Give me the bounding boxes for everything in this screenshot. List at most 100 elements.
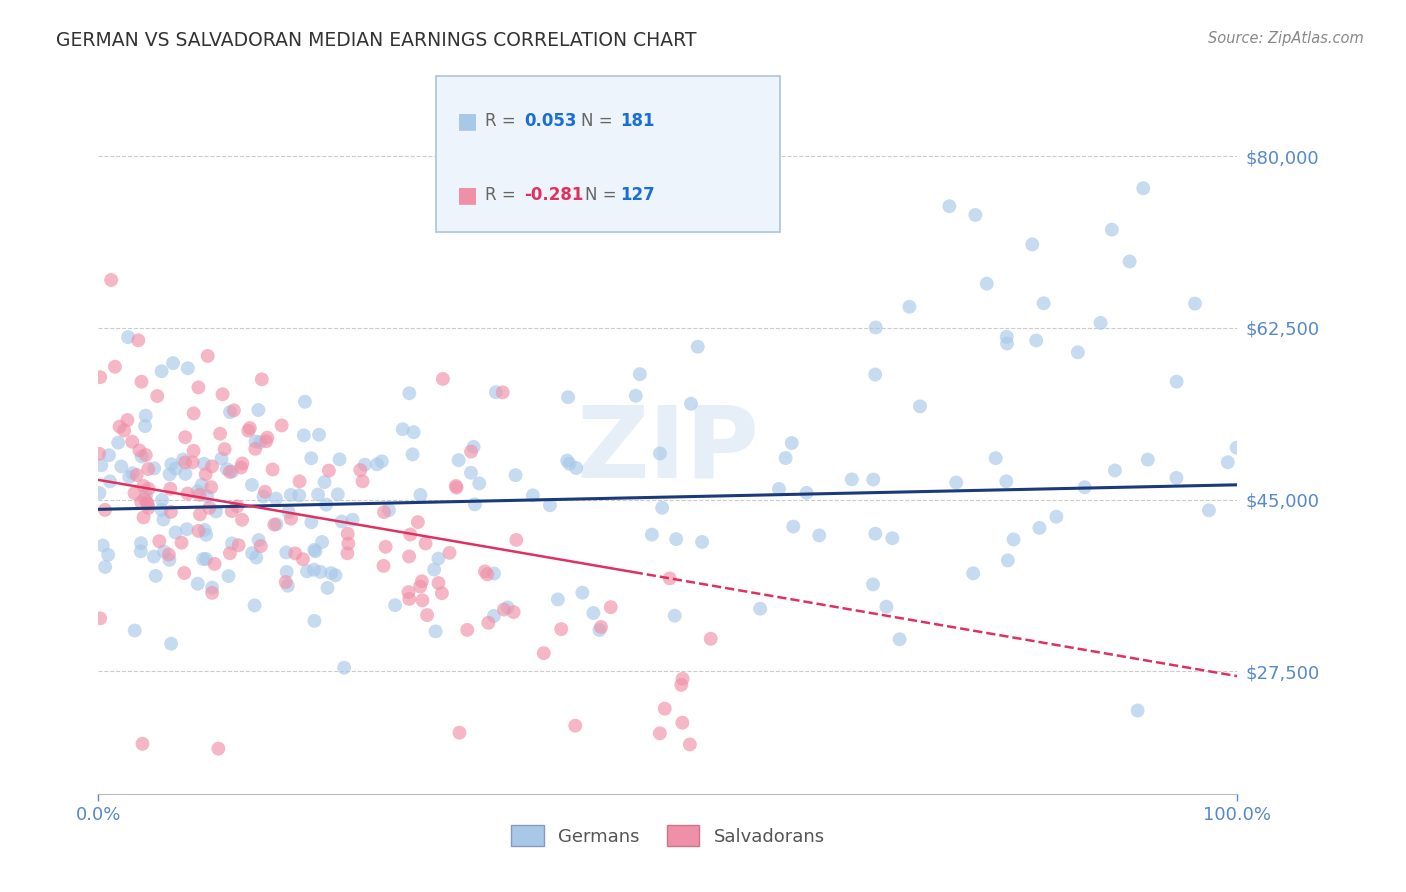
Text: GERMAN VS SALVADORAN MEDIAN EARNINGS CORRELATION CHART: GERMAN VS SALVADORAN MEDIAN EARNINGS COR… [56, 31, 697, 50]
Point [415, 536, 437, 550]
Point [997, 553, 1019, 567]
Point [398, 549, 420, 564]
Point [89, 370, 111, 384]
Point [195, 528, 218, 542]
Point [157, 553, 180, 567]
Point [226, 500, 249, 514]
Point [796, 485, 818, 500]
Point [89, 486, 111, 500]
Point [329, 452, 352, 467]
Point [651, 500, 673, 515]
Point [349, 463, 371, 477]
Point [134, 492, 156, 507]
Point [1166, 471, 1188, 485]
Point [945, 475, 967, 490]
Point [129, 495, 152, 509]
Point [138, 482, 160, 496]
Point [91, 539, 114, 553]
Point [399, 527, 422, 541]
Point [110, 459, 132, 474]
Point [411, 593, 433, 607]
Point [439, 546, 461, 560]
Point [240, 546, 263, 560]
Point [550, 622, 572, 636]
Point [938, 199, 960, 213]
Point [264, 491, 287, 506]
Text: Source: ZipAtlas.com: Source: ZipAtlas.com [1208, 31, 1364, 46]
Point [1166, 375, 1188, 389]
Point [276, 545, 298, 559]
Point [468, 476, 491, 491]
Point [128, 443, 150, 458]
Point [1045, 509, 1067, 524]
Point [398, 585, 420, 599]
Point [477, 615, 499, 630]
Point [221, 536, 243, 550]
Point [1002, 533, 1025, 547]
Point [277, 505, 299, 519]
Point [98, 475, 121, 489]
Text: ZIP: ZIP [576, 402, 759, 499]
Point [326, 487, 349, 501]
Text: ■: ■ [457, 185, 478, 205]
Point [447, 453, 470, 467]
Point [187, 576, 209, 591]
Point [401, 447, 423, 461]
Point [425, 624, 447, 639]
Point [384, 598, 406, 612]
Point [1136, 452, 1159, 467]
Point [280, 488, 302, 502]
Point [292, 428, 315, 442]
Point [165, 461, 187, 475]
Point [188, 488, 211, 502]
Point [1104, 463, 1126, 477]
Point [374, 540, 396, 554]
Point [430, 586, 453, 600]
Point [170, 535, 193, 549]
Point [193, 523, 215, 537]
Text: 0.053: 0.053 [524, 112, 576, 130]
Point [1132, 181, 1154, 195]
Point [316, 581, 339, 595]
Point [648, 446, 671, 460]
Point [671, 672, 693, 686]
Point [775, 450, 797, 465]
Point [423, 563, 446, 577]
Point [89, 611, 111, 625]
Point [127, 333, 149, 347]
Point [191, 552, 214, 566]
Point [665, 532, 688, 546]
Point [1090, 316, 1112, 330]
Point [333, 661, 356, 675]
Point [218, 569, 240, 583]
Point [256, 431, 278, 445]
Point [342, 513, 364, 527]
Point [875, 599, 897, 614]
Point [181, 455, 204, 469]
Point [427, 551, 450, 566]
Text: N =: N = [585, 186, 621, 204]
Point [865, 320, 887, 334]
Point [1073, 480, 1095, 494]
Point [841, 472, 863, 486]
Point [288, 488, 311, 502]
Point [409, 580, 432, 594]
Point [159, 467, 181, 482]
Point [325, 568, 347, 582]
Point [250, 372, 273, 386]
Point [371, 454, 394, 468]
Point [291, 552, 314, 566]
Point [221, 465, 243, 479]
Point [460, 466, 482, 480]
Point [679, 738, 702, 752]
Point [124, 486, 146, 500]
Point [243, 599, 266, 613]
Point [249, 435, 271, 450]
Point [97, 548, 120, 562]
Point [266, 517, 288, 532]
Point [129, 544, 152, 558]
Point [965, 208, 987, 222]
Point [406, 515, 429, 529]
Point [308, 427, 330, 442]
Point [976, 277, 998, 291]
